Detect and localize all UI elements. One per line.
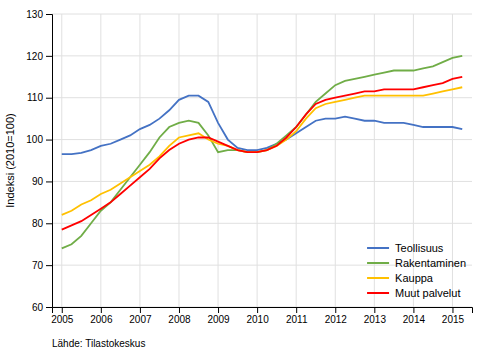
x-tick-label: 2011: [286, 314, 308, 325]
x-tick-mark: [452, 307, 453, 313]
chart: 2005 2006 2007 2008 2009 2010 2011 2012 2013 2014…: [0, 0, 488, 353]
y-tick: 130: [26, 9, 52, 20]
y-tick-mark: [46, 223, 52, 224]
y-tick: 80: [32, 218, 52, 229]
legend-item: Muut palvelut: [367, 287, 460, 299]
x-tick: 2011: [286, 307, 308, 325]
series-line: [62, 56, 462, 249]
x-grid-line: [296, 14, 297, 307]
y-tick-mark: [46, 56, 52, 57]
y-tick: 110: [27, 92, 52, 103]
x-grid-line: [100, 14, 101, 307]
x-tick: 2008: [168, 307, 191, 325]
x-tick-mark: [179, 307, 180, 313]
x-tick-label: 2005: [51, 314, 74, 325]
x-tick-mark: [374, 307, 375, 313]
legend-swatch: [367, 247, 389, 249]
x-tick: 2005: [51, 307, 74, 325]
x-tick-label: 2007: [129, 314, 152, 325]
x-grid-line: [218, 14, 219, 307]
source-note: Lähde: Tilastokeskus: [52, 338, 145, 349]
y-tick-label: 130: [26, 9, 43, 20]
x-tick-label: 2008: [168, 314, 191, 325]
y-tick-mark: [46, 307, 52, 308]
y-tick-label: 90: [32, 176, 44, 187]
y-tick-label: 110: [27, 92, 43, 103]
legend-label: Teollisuus: [395, 242, 444, 254]
legend-label: Muut palvelut: [395, 287, 460, 299]
plot: 2005 2006 2007 2008 2009 2010 2011 2012 2013 2014…: [26, 9, 472, 325]
x-grid-line: [335, 14, 336, 307]
x-tick-mark: [62, 307, 63, 313]
y-tick-mark: [46, 140, 52, 141]
legend-swatch: [367, 292, 389, 294]
y-tick: 100: [26, 134, 52, 145]
x-grid-line: [178, 14, 179, 307]
lines: [62, 56, 462, 249]
y-tick-mark: [46, 14, 52, 15]
x-tick-label: 2006: [90, 314, 113, 325]
legend: Teollisuus Rakentaminen Kauppa Muut palvelu…: [367, 242, 466, 299]
x-tick: 2007: [129, 307, 152, 325]
x-tick: 2014: [403, 307, 426, 325]
legend-item: Rakentaminen: [367, 257, 466, 269]
y-tick: 120: [26, 51, 52, 62]
x-tick: 2009: [207, 307, 230, 325]
x-grid-line: [61, 14, 62, 307]
x-tick: 2015: [442, 307, 465, 325]
x-tick-mark: [140, 307, 141, 313]
y-tick-mark: [46, 181, 52, 182]
y-axis-title: Indeksi (2010=100): [4, 113, 16, 207]
y-grid-line: [52, 223, 472, 224]
y-tick-label: 100: [26, 134, 43, 145]
x-tick-label: 2009: [207, 314, 230, 325]
y-tick-label: 80: [32, 218, 44, 229]
y-tick: 70: [32, 260, 52, 271]
y-grid-line: [52, 55, 472, 56]
x-tick-mark: [296, 307, 297, 313]
y-tick-label: 70: [32, 260, 44, 271]
x-axis: 2005 2006 2007 2008 2009 2010 2011 2012 2013 2014…: [51, 307, 472, 325]
x-tick: 2012: [325, 307, 348, 325]
x-tick: 2006: [90, 307, 113, 325]
legend-swatch: [367, 262, 389, 264]
x-tick-mark: [335, 307, 336, 313]
x-tick-label: 2012: [325, 314, 348, 325]
x-tick: 2010: [246, 307, 269, 325]
x-tick-mark: [101, 307, 102, 313]
y-tick-mark: [46, 98, 52, 99]
y-tick: 60: [32, 302, 52, 313]
x-tick-label: 2010: [246, 314, 269, 325]
y-grid-line: [52, 97, 472, 98]
y-grid-line: [52, 14, 472, 15]
legend-item: Kauppa: [367, 272, 434, 284]
y-tick-mark: [46, 265, 52, 266]
legend-label: Rakentaminen: [395, 257, 466, 269]
x-tick-label: 2013: [364, 314, 387, 325]
x-grid-line: [257, 14, 258, 307]
y-tick: 90: [32, 176, 52, 187]
y-tick-label: 60: [32, 302, 44, 313]
legend-swatch: [367, 277, 389, 279]
x-tick-mark: [218, 307, 219, 313]
y-tick-label: 120: [26, 51, 43, 62]
y-grid-line: [52, 181, 472, 182]
x-tick-mark: [257, 307, 258, 313]
x-tick: 2013: [364, 307, 387, 325]
x-axis-line: [53, 308, 473, 314]
legend-item: Teollisuus: [367, 242, 444, 254]
x-tick-label: 2015: [442, 314, 465, 325]
series-line: [62, 96, 462, 155]
y-grid-line: [52, 139, 472, 140]
x-tick-label: 2014: [403, 314, 426, 325]
x-grid-line: [139, 14, 140, 307]
series-line: [62, 77, 462, 230]
legend-label: Kauppa: [395, 272, 434, 284]
x-tick-mark: [413, 307, 414, 313]
grid: [52, 14, 472, 307]
y-axis: 60 70 80 90 100 110 120 130: [26, 9, 52, 313]
y-axis-line: [46, 15, 53, 308]
